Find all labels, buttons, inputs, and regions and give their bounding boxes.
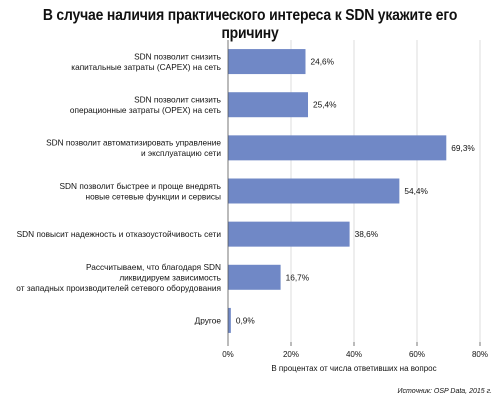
category-label: SDN позволит снизить капитальные затраты … xyxy=(71,51,221,71)
x-tick-label: 20% xyxy=(283,350,299,359)
category-label: SDN позволит автоматизировать управление… xyxy=(46,138,221,159)
bar xyxy=(228,135,447,161)
x-axis-label: В процентах от числа ответивших на вопро… xyxy=(271,364,437,373)
bar xyxy=(228,92,309,118)
value-label: 16,7% xyxy=(286,272,310,282)
category-label-line: от западных производителей сетевого обор… xyxy=(16,283,221,293)
bar xyxy=(228,307,231,333)
x-tick-label: 80% xyxy=(472,350,488,359)
value-label: 25,4% xyxy=(313,100,337,110)
category-label-line: SDN повысит надежность и отказоустойчиво… xyxy=(17,229,222,239)
x-tick-label: 60% xyxy=(409,350,425,359)
category-label-line: SDN позволит снизить xyxy=(134,94,221,104)
category-label: SDN позволит снизить операционные затраты… xyxy=(70,94,221,115)
bar xyxy=(228,178,400,204)
value-labels: 24,6% 25,4% 69,3% 54,4% 38,6% 16,7% 0,9% xyxy=(236,57,476,326)
bar xyxy=(228,49,306,75)
category-label-line: Другое xyxy=(195,315,222,325)
category-label-line: ликвидируем зависимость xyxy=(119,272,221,282)
x-tick-label: 0% xyxy=(222,350,234,359)
category-label-line: операционные затраты (OPEX) на сеть xyxy=(70,105,221,115)
category-label: SDN повысит надежность и отказоустойчиво… xyxy=(17,229,222,239)
category-label: Рассчитываем, что благодаря SDN ликвидиру… xyxy=(16,262,221,293)
category-labels: SDN позволит снизить капитальные затраты … xyxy=(16,51,221,325)
value-label: 38,6% xyxy=(355,229,379,239)
category-label: Другое xyxy=(195,315,222,325)
chart-title: В случае наличия практического интереса … xyxy=(42,7,458,42)
category-label-line: SDN позволит снизить xyxy=(134,51,221,61)
value-label: 0,9% xyxy=(236,315,256,325)
value-label: 69,3% xyxy=(451,143,475,153)
category-label: SDN позволит быстрее и проще внедрять нов… xyxy=(60,181,222,202)
category-label-line: новые сетевые функции и сервисы xyxy=(86,191,222,201)
source-note: Источник: OSP Data, 2015 г. xyxy=(397,388,492,395)
category-label-line: SDN позволит автоматизировать управление xyxy=(46,138,221,148)
category-label-line: Рассчитываем, что благодаря SDN xyxy=(86,262,221,272)
value-label: 54,4% xyxy=(404,186,428,196)
bars xyxy=(228,49,447,333)
x-tick-label: 40% xyxy=(346,350,362,359)
category-label-line: капитальные затраты (CAPEX) на сеть xyxy=(71,62,221,72)
bar xyxy=(228,264,281,290)
category-label-line: и эксплуатацию сети xyxy=(141,148,221,158)
category-label-line: SDN позволит быстрее и проще внедрять xyxy=(60,181,222,191)
value-label: 24,6% xyxy=(310,57,334,67)
x-axis-ticks: 0% 20% 40% 60% 80% xyxy=(222,342,488,359)
bar xyxy=(228,221,350,247)
